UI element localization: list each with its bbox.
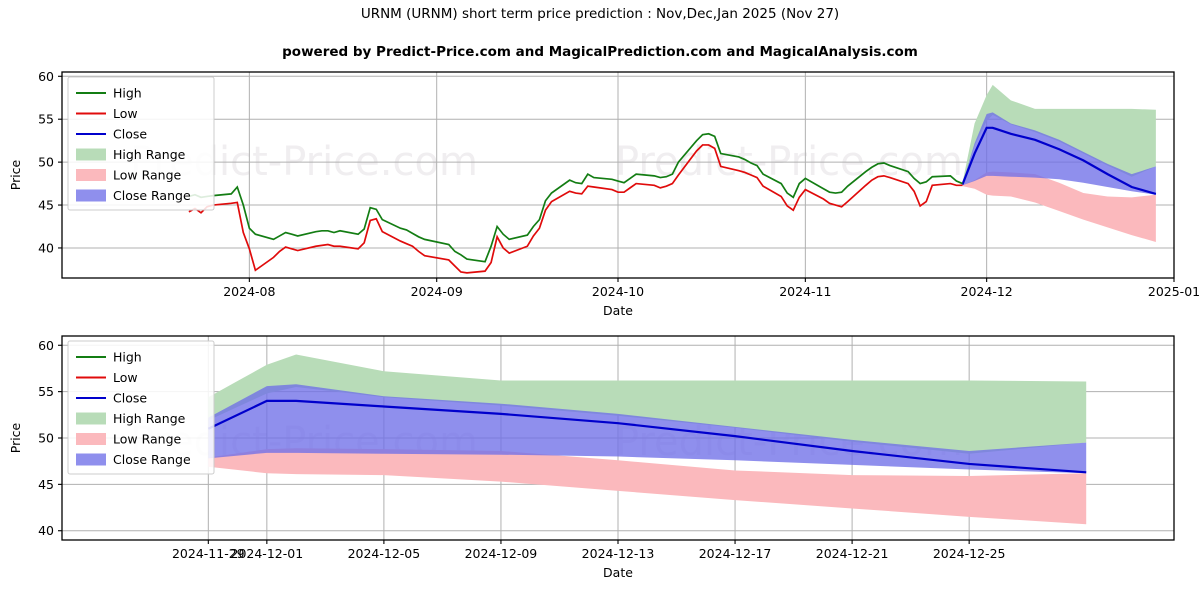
x-axis-label: Date — [603, 303, 633, 318]
legend-item-label: Close Range — [113, 452, 191, 467]
high-range-band — [962, 84, 1156, 185]
x-tick-label: 2024-12-09 — [465, 546, 538, 561]
legend-item-label: High — [113, 350, 142, 365]
y-tick-label: 40 — [38, 240, 54, 255]
legend-patch-swatch — [76, 453, 106, 466]
x-tick-label: 2024-11 — [779, 284, 831, 299]
low-range-band — [208, 448, 1087, 525]
lower-legend: High Low Close High Range Low Range Close Ran… — [67, 340, 215, 475]
legend-item-label: Low Range — [113, 168, 182, 183]
legend-item-label: High Range — [113, 411, 186, 426]
legend-patch-swatch — [76, 433, 106, 445]
y-axis-label: Price — [8, 422, 23, 453]
x-tick-label: 2024-12-21 — [816, 546, 889, 561]
y-tick-label: 55 — [38, 384, 54, 399]
y-tick-label: 60 — [38, 69, 54, 84]
legend-patch-swatch — [76, 148, 106, 161]
x-tick-label: 2024-12-13 — [582, 546, 655, 561]
upper-legend: High Low Close High Range Low Range Close Ran… — [67, 76, 215, 211]
legend-item-label: High Range — [113, 147, 186, 162]
close-forecast-line — [961, 126, 1157, 195]
y-tick-label: 60 — [38, 338, 54, 353]
legend-item-label: Close — [113, 391, 147, 406]
x-tick-label: 2024-12-25 — [933, 546, 1006, 561]
x-tick-label: 2024-10 — [592, 284, 644, 299]
x-tick-label: 2024-08 — [223, 284, 275, 299]
close-forecast-line — [207, 399, 1087, 474]
y-tick-label: 50 — [38, 431, 54, 446]
x-tick-label: 2024-09 — [411, 284, 463, 299]
y-tick-label: 45 — [38, 198, 54, 213]
page-subtitle: powered by Predict-Price.com and Magical… — [282, 44, 918, 60]
high-history-line — [188, 132, 963, 263]
page-title: URNM (URNM) short term price prediction … — [360, 6, 840, 22]
low-range-band — [962, 171, 1156, 242]
upper-plot-area — [188, 84, 1157, 274]
legend-patch-swatch — [76, 169, 106, 181]
x-tick-label: 2024-12-17 — [699, 546, 772, 561]
close-range-band — [208, 384, 1087, 474]
legend-item-label: Low — [113, 370, 138, 385]
legend-item-label: Low Range — [113, 432, 182, 447]
x-tick-label: 2024-12-05 — [348, 546, 421, 561]
y-tick-label: 40 — [38, 523, 54, 538]
y-tick-label: 45 — [38, 477, 54, 492]
x-tick-label: 2024-12 — [961, 284, 1013, 299]
low-history-line — [188, 144, 963, 274]
upper-panel: 40 45 50 55 60 2024-08 2024-09 2024-10 2024-11 20… — [8, 69, 1200, 318]
y-tick-label: 50 — [38, 155, 54, 170]
x-tick-label: 2024-11-29 — [172, 546, 245, 561]
legend-patch-swatch — [76, 189, 106, 202]
legend-item-label: High — [113, 86, 142, 101]
legend-item-label: Low — [113, 106, 138, 121]
x-tick-label: 2025-01 — [1148, 284, 1200, 299]
legend-item-label: Close Range — [113, 188, 191, 203]
y-tick-label: 55 — [38, 112, 54, 127]
x-tick-label: 2024-12-01 — [231, 546, 304, 561]
legend-patch-swatch — [76, 412, 106, 425]
x-axis-label: Date — [603, 565, 633, 580]
lower-plot-area — [207, 354, 1087, 525]
y-axis-label: Price — [8, 159, 23, 190]
legend-item-label: Close — [113, 127, 147, 142]
high-range-band — [208, 354, 1087, 454]
